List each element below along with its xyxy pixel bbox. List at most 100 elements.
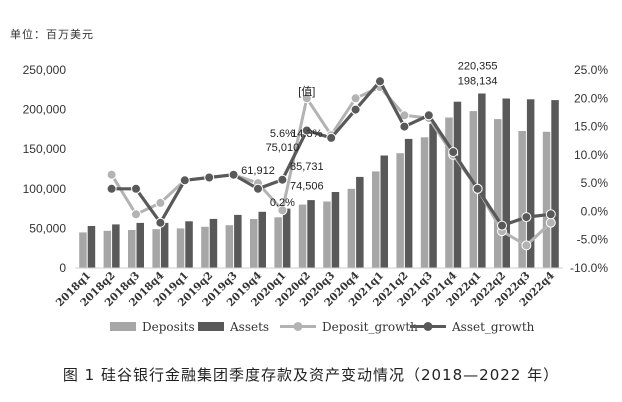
bar-deposits-2018q2	[103, 230, 112, 268]
point-asset_growth-2018q2	[106, 183, 117, 194]
bar-assets-2022q1	[478, 93, 486, 268]
bar-assets-2018q4	[160, 222, 169, 268]
point-asset_growth-2019q2	[204, 172, 215, 183]
point-asset_growth-2020q1	[277, 174, 288, 185]
bar-deposits-2018q1	[79, 232, 87, 268]
bar-assets-2021q2	[404, 138, 413, 268]
legend-label-deposits: Deposits	[142, 320, 195, 334]
bar-deposits-2022q2	[494, 119, 502, 268]
bar-assets-2021q3	[429, 123, 437, 269]
legend-label-assets: Assets	[229, 320, 269, 334]
legend: Deposits Assets Deposit_growth Asset_growth	[110, 320, 535, 334]
y-left-tick-label: 50,000	[29, 221, 66, 235]
y-right-tick-label: -5.0%	[577, 233, 609, 247]
bar-assets-2020q3	[331, 192, 340, 268]
bar-deposits-2021q1	[372, 171, 380, 268]
data-label: 198,134	[458, 75, 498, 87]
point-deposit_growth-2020q4	[350, 93, 361, 104]
point-deposit_growth-2018q4	[155, 197, 166, 208]
bar-assets-2020q4	[356, 176, 364, 268]
y-right-tick-label: 10.0%	[574, 148, 608, 162]
point-deposit_growth-2018q2	[106, 169, 117, 180]
point-deposit_growth-2020q1	[277, 205, 288, 216]
bar-assets-2019q1	[185, 221, 193, 268]
data-label: 0.2%	[270, 197, 295, 209]
y-right-tick-label: 15.0%	[574, 120, 608, 134]
point-asset_growth-2021q3	[423, 110, 434, 121]
bar-assets-2019q4	[258, 211, 266, 268]
point-deposit_growth-2022q4	[545, 217, 556, 228]
point-asset_growth-2019q4	[253, 183, 263, 194]
point-asset_growth-2020q2	[301, 125, 312, 136]
data-label: [值]	[298, 85, 315, 98]
bar-deposits-2018q3	[128, 230, 136, 268]
bar-assets-2021q1	[380, 155, 388, 268]
legend-swatch-deposits	[110, 322, 136, 331]
bar-assets-2021q4	[453, 101, 462, 268]
data-label: 74,506	[290, 181, 324, 193]
lines-group	[106, 76, 556, 251]
y-left-tick-label: 100,000	[23, 182, 67, 196]
data-label: 61,912	[241, 165, 275, 177]
bar-deposits-2021q3	[420, 137, 429, 268]
point-asset_growth-2020q3	[326, 132, 337, 143]
chart: 0 50,000 100,000 150,000 200,000 250,000 -10.0…	[23, 61, 609, 334]
bar-deposits-2019q3	[225, 225, 234, 268]
bar-assets-2018q1	[87, 226, 96, 268]
legend-label-asset_growth: Asset_growth	[451, 320, 535, 334]
bar-deposits-2020q1	[274, 217, 282, 268]
y-left-tick-label: 0	[59, 261, 66, 275]
point-asset_growth-2018q3	[131, 183, 141, 194]
y-right-tick-label: 20.0%	[574, 91, 608, 105]
bar-deposits-2021q2	[396, 153, 404, 268]
point-asset_growth-2019q1	[179, 175, 190, 186]
point-asset_growth-2021q1	[375, 76, 385, 87]
point-asset_growth-2020q4	[350, 104, 361, 115]
point-asset_growth-2021q2	[399, 121, 410, 132]
y-left-tick-label: 150,000	[23, 142, 67, 156]
bar-deposits-2018q4	[152, 229, 160, 268]
point-deposit_growth-2018q3	[131, 209, 141, 220]
y-right-tick-label: -10.0%	[570, 261, 608, 275]
y-right-tick-label: 25.0%	[574, 63, 608, 77]
bars-group	[79, 93, 559, 269]
bar-assets-2018q2	[112, 224, 120, 268]
bar-deposits-2022q3	[518, 131, 526, 268]
data-label: 75,010	[266, 142, 300, 154]
bar-deposits-2020q3	[323, 201, 331, 268]
bar-deposits-2021q4	[445, 117, 453, 268]
data-label: 14.3%	[291, 128, 322, 140]
point-asset_growth-2022q4	[545, 209, 556, 220]
bar-deposits-2020q4	[347, 188, 356, 268]
y-left-tick-label: 200,000	[23, 103, 67, 117]
y-right-tick-label: 5.0%	[581, 176, 609, 190]
bar-deposits-2022q4	[542, 131, 551, 268]
bar-deposits-2020q2	[298, 204, 307, 268]
data-label: 85,731	[290, 161, 324, 173]
y-left-tick-label: 250,000	[23, 63, 67, 77]
point-asset_growth-2022q2	[497, 220, 507, 231]
annotations-group: 61,912 75,010 5.6%14.3% [值] 85,731 74,506 0.2%…	[241, 61, 497, 209]
legend-marker-deposit_growth	[293, 322, 303, 331]
point-asset_growth-2021q4	[448, 147, 459, 157]
bar-assets-2020q2	[307, 200, 315, 268]
point-deposit_growth-2020q2	[301, 93, 312, 104]
bar-assets-2020q1	[282, 208, 291, 268]
point-asset_growth-2022q3	[521, 212, 532, 223]
bar-assets-2022q3	[526, 99, 535, 268]
legend-label-deposit_growth: Deposit_growth	[322, 320, 418, 334]
bar-deposits-2019q4	[250, 219, 258, 268]
unit-label: 单位：百万美元	[10, 28, 94, 41]
bar-deposits-2019q2	[201, 226, 209, 268]
point-asset_growth-2022q1	[472, 183, 483, 194]
bar-assets-2022q4	[551, 100, 559, 268]
point-asset_growth-2019q3	[228, 169, 239, 180]
bar-assets-2022q2	[502, 98, 510, 268]
data-label: 5.6%	[270, 128, 295, 140]
y-right-tick-label: 0.0%	[581, 204, 609, 218]
legend-swatch-assets	[198, 322, 224, 331]
point-deposit_growth-2022q3	[521, 240, 532, 251]
bar-assets-2019q3	[234, 214, 242, 268]
bar-assets-2018q3	[136, 222, 144, 268]
figure-caption: 图 1 硅谷银行金融集团季度存款及资产变动情况（2018—2022 年）	[62, 366, 560, 384]
